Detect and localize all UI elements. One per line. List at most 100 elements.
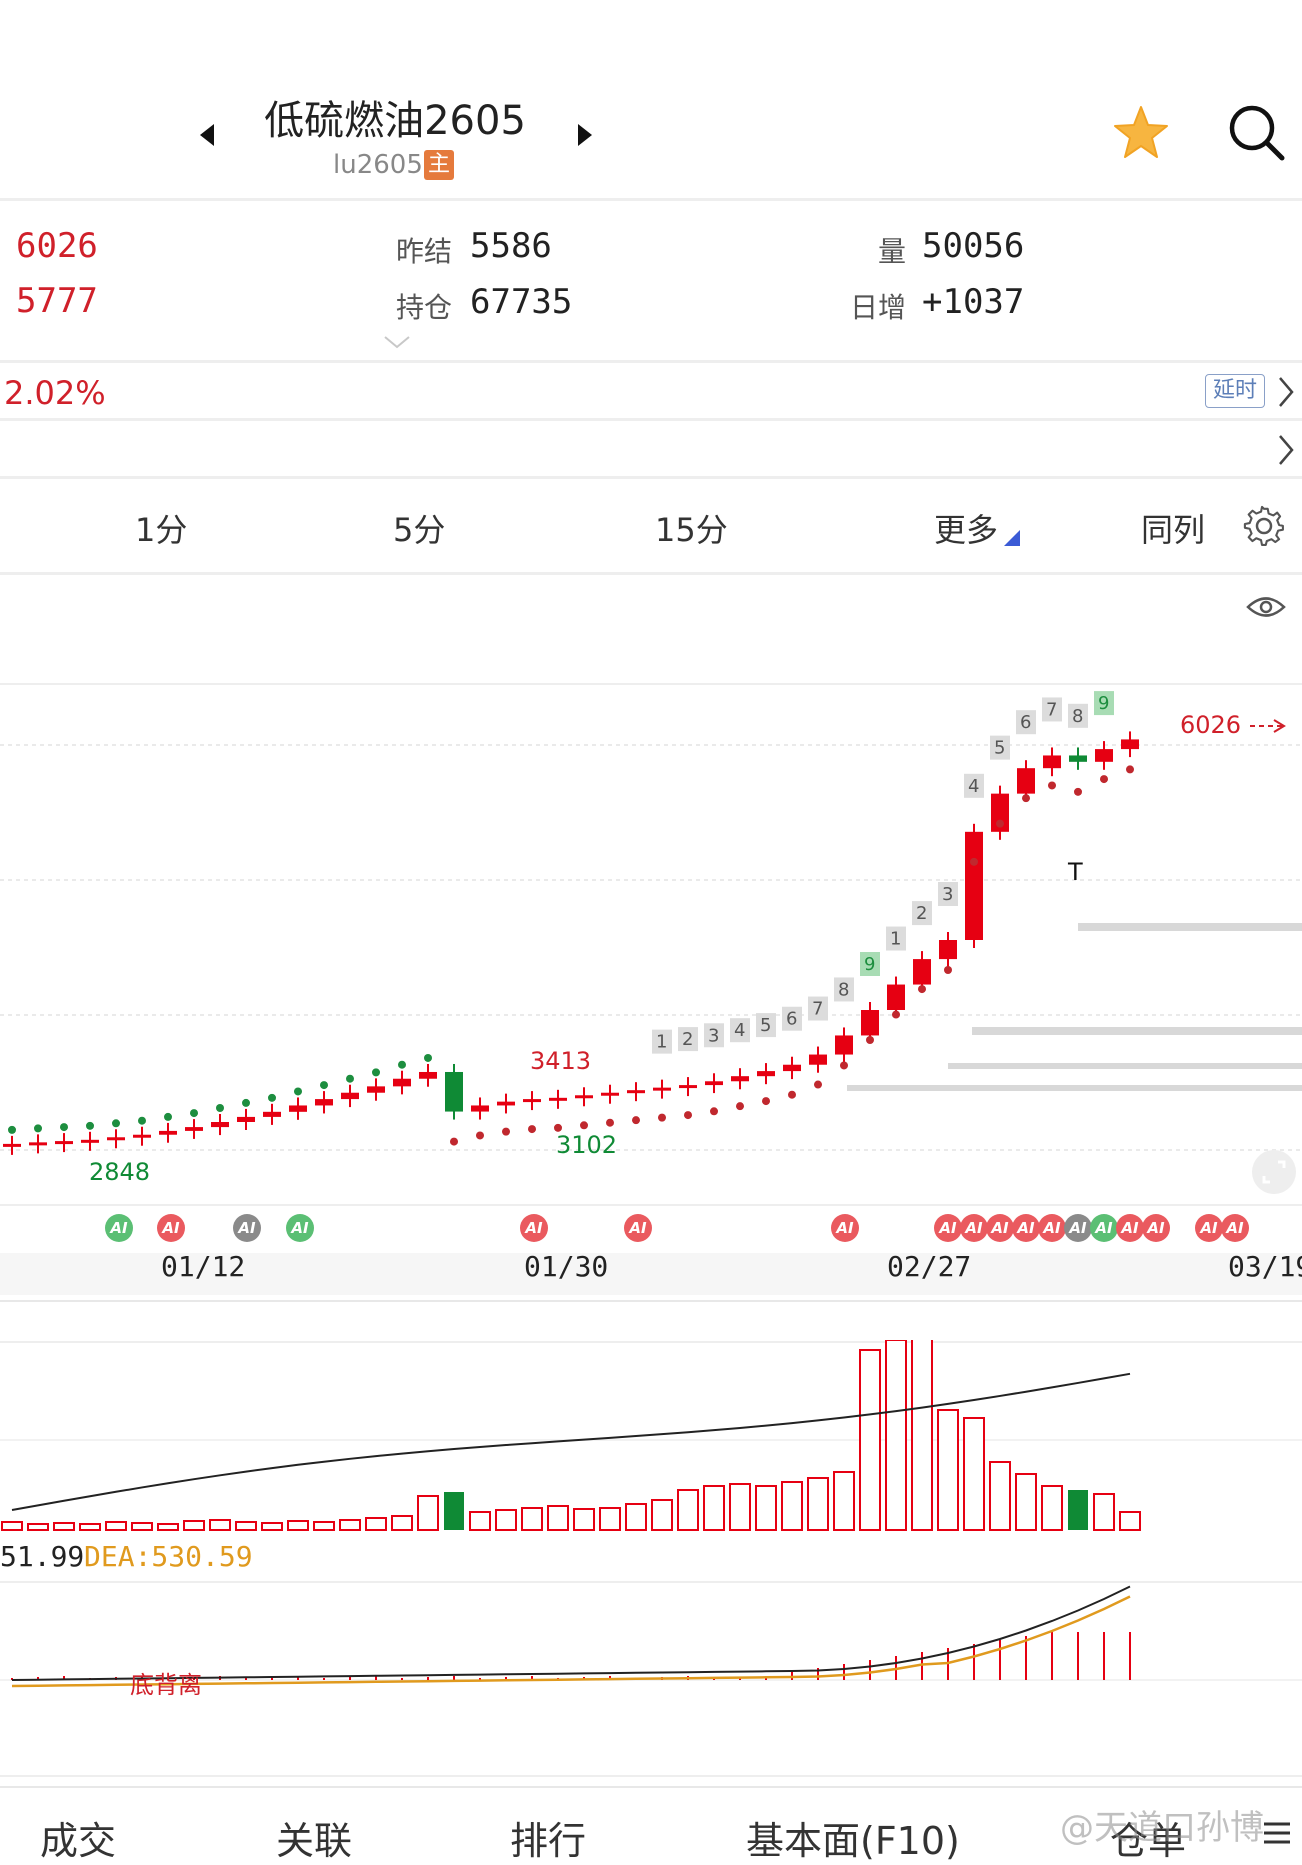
candle[interactable] (471, 1105, 489, 1112)
eye-icon[interactable] (1246, 592, 1286, 622)
candle[interactable] (679, 1085, 697, 1089)
ai-signal-icon[interactable]: AI (1116, 1214, 1144, 1242)
candle[interactable] (523, 1099, 541, 1103)
sequence-box (782, 1006, 802, 1031)
ai-signal-icon[interactable]: AI (960, 1214, 988, 1242)
star-icon[interactable] (1112, 104, 1170, 162)
volume-bar (989, 1461, 1011, 1531)
ai-signal-icon[interactable]: AI (157, 1214, 185, 1242)
sar-dot (944, 966, 952, 974)
nav-trades[interactable]: 成交 (40, 1819, 117, 1863)
candle[interactable] (653, 1087, 671, 1091)
candle[interactable] (549, 1097, 567, 1101)
candle[interactable] (601, 1092, 619, 1096)
sar-dot (8, 1125, 16, 1134)
candle[interactable] (575, 1095, 593, 1099)
chevron-right-icon[interactable] (1276, 374, 1296, 410)
candle[interactable] (185, 1127, 203, 1131)
candle[interactable] (263, 1111, 281, 1117)
candle[interactable] (29, 1142, 47, 1146)
chevron-right-icon[interactable] (1276, 432, 1296, 468)
ai-signal-icon[interactable]: AI (1142, 1214, 1170, 1242)
candle[interactable] (731, 1076, 749, 1082)
volume-bar (755, 1485, 777, 1531)
ai-signal-icon[interactable]: AI (233, 1214, 261, 1242)
volume-bar (937, 1409, 959, 1531)
candle[interactable] (159, 1130, 177, 1135)
candle[interactable] (107, 1137, 125, 1141)
sar-dot (398, 1060, 406, 1069)
sequence-number: 2 (916, 903, 927, 924)
candle[interactable] (861, 1010, 879, 1036)
candle[interactable] (1121, 739, 1139, 750)
ai-signal-icon[interactable]: AI (1064, 1214, 1092, 1242)
sequence-box (990, 735, 1010, 760)
candle[interactable] (289, 1105, 307, 1112)
ai-signal-icon[interactable]: AI (624, 1214, 652, 1242)
candle[interactable] (783, 1064, 801, 1072)
candle[interactable] (835, 1035, 853, 1055)
ai-signal-icon[interactable]: AI (1221, 1214, 1249, 1242)
candle[interactable] (757, 1071, 775, 1077)
ai-signal-icon[interactable]: AI (520, 1214, 548, 1242)
candle[interactable] (1043, 755, 1061, 769)
candle[interactable] (887, 984, 905, 1010)
volume-chart (0, 1340, 1302, 1531)
candle[interactable] (1017, 768, 1035, 794)
candle[interactable] (237, 1116, 255, 1122)
candle[interactable] (393, 1078, 411, 1087)
candle[interactable] (81, 1139, 99, 1143)
candle[interactable] (133, 1134, 151, 1138)
candle[interactable] (1095, 749, 1113, 762)
candle[interactable] (419, 1071, 437, 1079)
nav-related[interactable]: 关联 (276, 1819, 353, 1863)
ai-signal-icon[interactable]: AI (934, 1214, 962, 1242)
candle[interactable] (913, 959, 931, 985)
ai-signal-icon[interactable]: AI (105, 1214, 133, 1242)
candle[interactable] (445, 1071, 463, 1112)
ai-signal-icon[interactable]: AI (1012, 1214, 1040, 1242)
tab-5min[interactable]: 5分 (393, 511, 446, 549)
expand-chevron-icon[interactable] (382, 334, 412, 350)
sar-dot (372, 1068, 380, 1077)
candle[interactable] (315, 1099, 333, 1106)
tab-more[interactable]: 更多 (934, 511, 999, 549)
open-interest-value: 67735 (470, 282, 573, 322)
gear-icon[interactable] (1243, 505, 1285, 547)
sequence-box (886, 926, 906, 951)
candle[interactable] (55, 1141, 73, 1145)
nav-fundamentals[interactable]: 基本面(F10) (746, 1819, 960, 1863)
sequence-number: 6 (786, 1009, 797, 1030)
next-contract-arrow[interactable] (578, 124, 592, 146)
ai-signal-icon[interactable]: AI (1090, 1214, 1118, 1242)
sar-dot (320, 1081, 328, 1090)
ai-signal-icon[interactable]: AI (286, 1214, 314, 1242)
candle[interactable] (705, 1081, 723, 1086)
tab-same-list[interactable]: 同列 (1141, 511, 1206, 549)
ai-signal-icon[interactable]: AI (1195, 1214, 1223, 1242)
candle[interactable] (809, 1054, 827, 1065)
tab-1min[interactable]: 1分 (135, 511, 188, 549)
prev-contract-arrow[interactable] (200, 124, 214, 146)
candle[interactable] (211, 1122, 229, 1128)
candle[interactable] (497, 1101, 515, 1106)
candle[interactable] (991, 793, 1009, 832)
candle[interactable] (1069, 755, 1087, 762)
nav-ranking[interactable]: 排行 (510, 1819, 587, 1863)
ai-signal-icon[interactable]: AI (1038, 1214, 1066, 1242)
support-band (1078, 923, 1302, 931)
expand-button[interactable] (1252, 1150, 1296, 1194)
candle[interactable] (367, 1086, 385, 1093)
menu-icon[interactable] (1262, 1818, 1292, 1848)
candle[interactable] (3, 1143, 21, 1147)
candle[interactable] (627, 1090, 645, 1094)
tab-15min[interactable]: 15分 (655, 511, 728, 549)
date-label: 02/27 (887, 1250, 972, 1283)
candle[interactable] (965, 831, 983, 940)
ai-signal-icon[interactable]: AI (831, 1214, 859, 1242)
candle[interactable] (341, 1092, 359, 1100)
search-icon[interactable] (1228, 104, 1286, 162)
ai-signal-icon[interactable]: AI (986, 1214, 1014, 1242)
candle[interactable] (939, 940, 957, 960)
